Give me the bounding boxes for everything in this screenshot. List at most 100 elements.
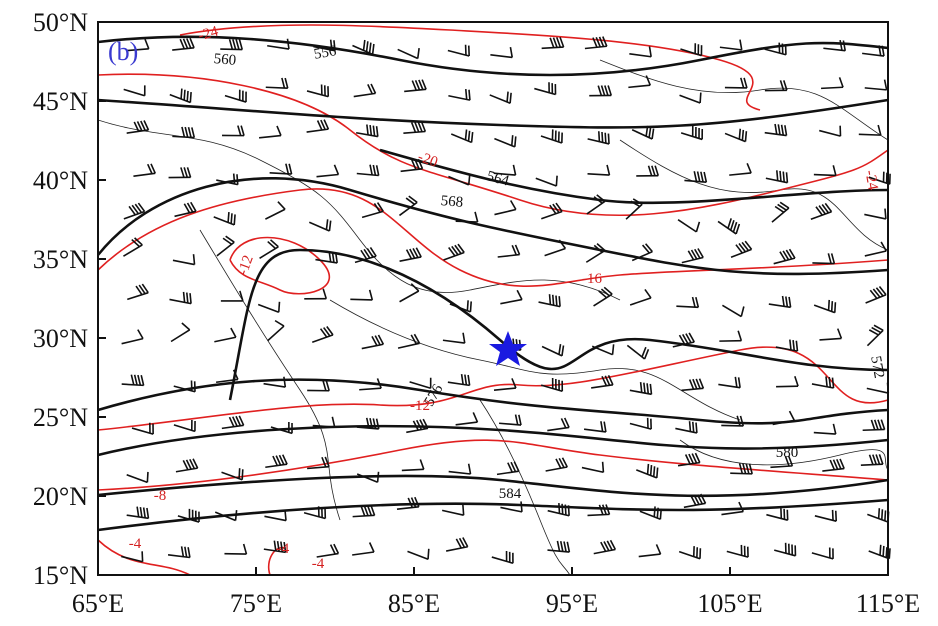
barb-feather <box>785 172 789 183</box>
barb-feather <box>873 419 879 430</box>
barb-feather <box>360 505 366 517</box>
barb-feather <box>369 124 373 136</box>
barb-feather <box>646 383 650 394</box>
panel-label: (b) <box>108 37 138 66</box>
barb-feather <box>467 374 471 386</box>
barb-feather <box>836 328 843 339</box>
barb-feather <box>509 200 517 210</box>
temperature-contour-label: -4 <box>312 556 325 572</box>
barb-feather <box>555 175 558 187</box>
barb-feather <box>611 344 615 355</box>
barb-feather <box>329 544 336 555</box>
barb-feather <box>470 131 474 143</box>
barb-feather <box>417 121 423 133</box>
barb-feather <box>370 83 377 94</box>
barb-feather <box>427 548 430 560</box>
barb-feather <box>462 537 469 548</box>
barb-feather <box>741 241 750 252</box>
barb-staff <box>858 133 881 136</box>
barb-feather <box>150 163 156 174</box>
barb-feather <box>779 170 782 182</box>
barb-staff <box>866 387 889 394</box>
barb-feather <box>600 288 610 297</box>
height-contour <box>379 148 889 205</box>
barb-staff <box>535 177 557 187</box>
barb-feather <box>879 544 882 556</box>
x-tick-label: 95°E <box>546 589 598 618</box>
barb-feather <box>601 461 605 473</box>
barb-staff <box>864 87 887 91</box>
barb-feather <box>738 501 744 512</box>
barb-feather <box>454 244 462 255</box>
barb-feather <box>884 510 887 521</box>
border <box>97 119 621 301</box>
height-contour <box>96 177 889 276</box>
barb-feather <box>744 131 748 142</box>
barb-feather <box>555 458 562 469</box>
barb-staff <box>399 290 420 303</box>
barb-staff <box>721 304 742 318</box>
barb-staff <box>350 298 373 301</box>
barb-feather <box>601 375 608 387</box>
barb-feather <box>181 322 191 331</box>
barb-feather <box>135 285 143 296</box>
barb-feather <box>643 348 650 360</box>
temperature-contour-label: -20 <box>416 149 440 171</box>
temperature-contour <box>97 188 889 287</box>
barb-feather <box>323 327 331 337</box>
barb-feather <box>601 504 607 515</box>
barb-feather <box>592 37 598 48</box>
barb-feather <box>373 203 381 213</box>
barb-feather <box>462 332 466 344</box>
barb-feather <box>788 296 792 308</box>
barb-staff <box>126 48 149 52</box>
barb-feather <box>411 159 417 170</box>
barb-feather <box>644 288 652 299</box>
barb-feather <box>141 283 149 294</box>
barb-feather <box>738 463 744 474</box>
barb-feather <box>237 125 242 136</box>
barb-feather <box>694 248 701 259</box>
barb-feather <box>319 328 328 338</box>
barb-feather <box>688 453 694 464</box>
barb-feather <box>653 506 656 517</box>
barb-feather <box>639 382 643 393</box>
barb-feather <box>842 40 847 51</box>
temperature-contour <box>97 539 191 576</box>
y-tick-label: 35°N <box>33 245 88 274</box>
height-contours <box>96 35 889 532</box>
barb-feather <box>602 36 608 47</box>
barb-staff <box>813 173 836 177</box>
barb-feather <box>827 299 831 311</box>
barb-feather <box>225 235 235 243</box>
barb-feather <box>137 374 142 386</box>
barb-feather <box>558 296 561 307</box>
border <box>479 399 571 576</box>
barb-feather <box>551 294 555 306</box>
barb-staff <box>628 84 651 89</box>
x-tick-label: 85°E <box>388 589 440 618</box>
barb-feather <box>462 504 465 516</box>
barb-feather <box>458 537 466 548</box>
temperature-contour <box>97 346 889 431</box>
barb-feather <box>688 421 692 432</box>
barb-feather <box>877 419 883 430</box>
barb-feather <box>783 80 788 91</box>
barb-staff <box>214 511 236 522</box>
barb-staff <box>455 421 478 426</box>
barb-feather <box>510 461 517 473</box>
barb-feather <box>795 340 799 352</box>
border <box>199 229 341 521</box>
barb-feather <box>419 419 426 430</box>
barb-feather <box>189 92 192 103</box>
barb-feather <box>372 418 377 429</box>
y-tick-label: 25°N <box>33 403 88 432</box>
barb-staff <box>500 298 523 305</box>
barb-feather <box>469 301 473 312</box>
barb-feather <box>558 502 561 514</box>
barb-feather <box>784 456 790 467</box>
barb-feather <box>559 36 565 48</box>
barb-feather <box>328 251 332 263</box>
barb-staff <box>441 509 464 516</box>
